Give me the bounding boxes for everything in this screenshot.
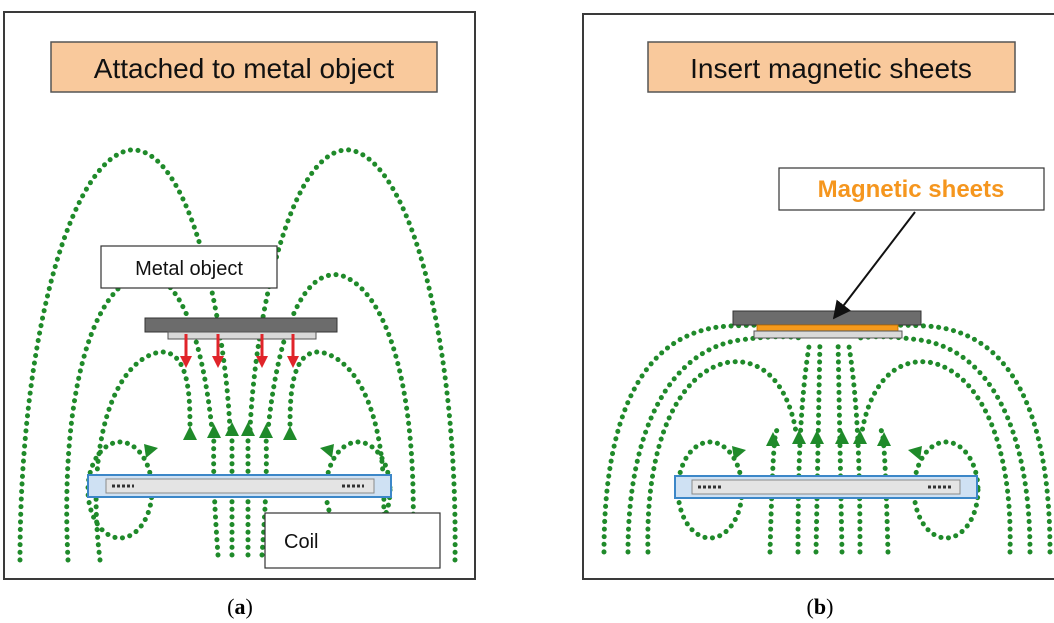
metal-underlayer [167, 331, 317, 340]
panel-a-title: Attached to metal object [50, 41, 438, 93]
field-line [265, 272, 416, 563]
triangle-arrowhead-icon [225, 422, 239, 436]
metal-label-box [100, 245, 278, 289]
triangle-arrowhead-icon [908, 446, 922, 460]
panel-a-metal-label: Metal object [100, 245, 278, 289]
metal-plate [732, 310, 922, 326]
down-arrow-icon [180, 334, 192, 368]
metal-plate [144, 317, 338, 333]
panel-b-title-box [647, 41, 1016, 93]
panel-b-coil [674, 475, 978, 499]
panel-b: Insert magnetic sheets [582, 13, 1054, 619]
triangle-arrowhead-icon [792, 430, 806, 444]
metal-label-text: Metal object [135, 258, 243, 280]
panel-a-force-arrows [180, 334, 299, 368]
field-line [835, 337, 845, 555]
field-line [767, 427, 781, 555]
pointer-arrow-icon [832, 211, 916, 320]
triangle-arrowhead-icon [835, 430, 849, 444]
triangle-arrowhead-icon [810, 430, 824, 444]
panel-b-title-text: Insert magnetic sheets [690, 53, 972, 84]
triangle-arrowhead-icon [207, 424, 221, 438]
panel-a-title-box [50, 41, 438, 93]
down-arrow-icon [212, 334, 224, 368]
triangle-arrowhead-icon [183, 426, 197, 440]
triangle-arrowhead-icon [259, 424, 273, 438]
panel-a: Attached to metal object [3, 11, 476, 619]
field-line [247, 147, 458, 563]
panel-a-metal-object [144, 317, 338, 340]
field-line [827, 322, 1053, 555]
panel-b-caption: (b) [807, 594, 834, 619]
field-line [645, 359, 799, 555]
panel-a-field-arrowheads [144, 422, 334, 458]
panel-a-coil [87, 474, 392, 498]
coil-inner [105, 478, 375, 494]
triangle-arrowhead-icon [766, 432, 780, 446]
panel-b-sheet-label: Magnetic sheets [778, 167, 1045, 320]
panel-b-field-lines [601, 322, 1053, 555]
metal-underlayer [753, 330, 903, 339]
panel-a-coil-label: Coil [264, 512, 441, 569]
panel-b-title: Insert magnetic sheets [647, 41, 1016, 93]
field-line [877, 427, 891, 555]
triangle-arrowhead-icon [144, 444, 158, 458]
coil-label-box [264, 512, 441, 569]
triangle-arrowhead-icon [853, 430, 867, 444]
field-line [601, 322, 833, 555]
sheet-label-box [778, 167, 1045, 211]
down-arrow-icon [256, 334, 268, 368]
down-arrow-icon [287, 334, 299, 368]
coil-inner [691, 479, 961, 495]
sheet-label-text: Magnetic sheets [818, 176, 1005, 203]
coil-label-text: Coil [284, 531, 318, 553]
field-line [64, 272, 215, 563]
triangle-arrowhead-icon [241, 422, 255, 436]
field-line [17, 147, 233, 563]
panel-a-caption: (a) [227, 594, 253, 619]
triangle-arrowhead-icon [732, 446, 746, 460]
triangle-arrowhead-icon [283, 426, 297, 440]
magnetic-sheet [756, 324, 899, 332]
triangle-arrowhead-icon [877, 432, 891, 446]
panel-b-metal-object [732, 310, 922, 339]
panel-b-field-arrowheads [732, 430, 922, 460]
triangle-arrowhead-icon [320, 444, 334, 458]
panel-a-title-text: Attached to metal object [94, 53, 395, 84]
field-line [859, 359, 1013, 555]
field-line [813, 337, 823, 555]
